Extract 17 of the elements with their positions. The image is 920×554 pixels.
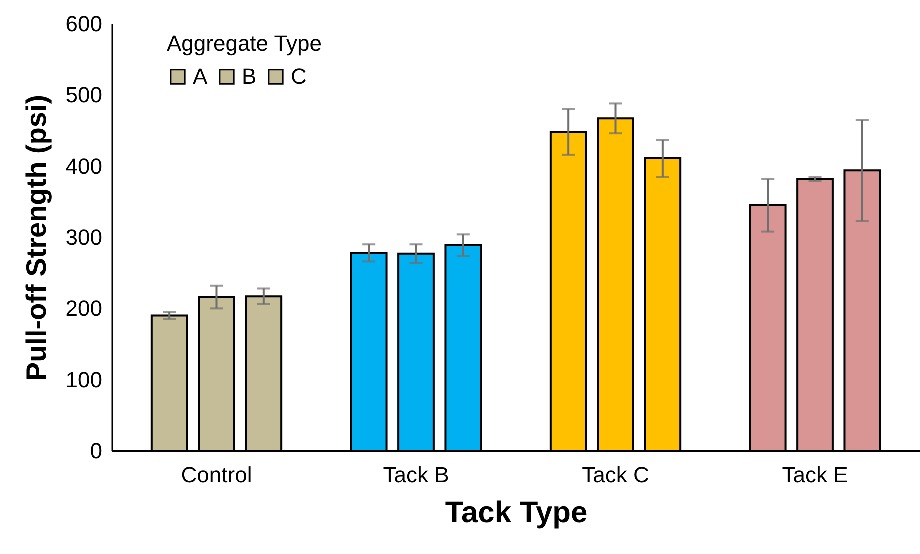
legend-title: Aggregate Type <box>167 31 322 56</box>
y-tick-label: 300 <box>66 225 102 250</box>
x-tick-label: Tack E <box>782 462 848 488</box>
legend-label: A <box>193 64 208 89</box>
x-tick-label: Tack C <box>582 462 650 488</box>
y-tick-label: 0 <box>90 438 102 464</box>
legend-label: B <box>242 64 257 89</box>
x-tick-label: Control <box>181 462 252 488</box>
x-axis-title: Tack Type <box>445 496 588 530</box>
x-tick-label: Tack B <box>383 462 450 488</box>
legend-label: C <box>291 64 307 89</box>
y-tick-label: 200 <box>66 296 102 322</box>
y-tick-label: 600 <box>66 12 102 36</box>
y-tick-label: 500 <box>66 82 102 108</box>
y-tick-label: 400 <box>66 154 102 179</box>
y-axis-title: Pull-off Strength (psi) <box>20 94 52 382</box>
y-tick-label: 100 <box>66 367 102 392</box>
